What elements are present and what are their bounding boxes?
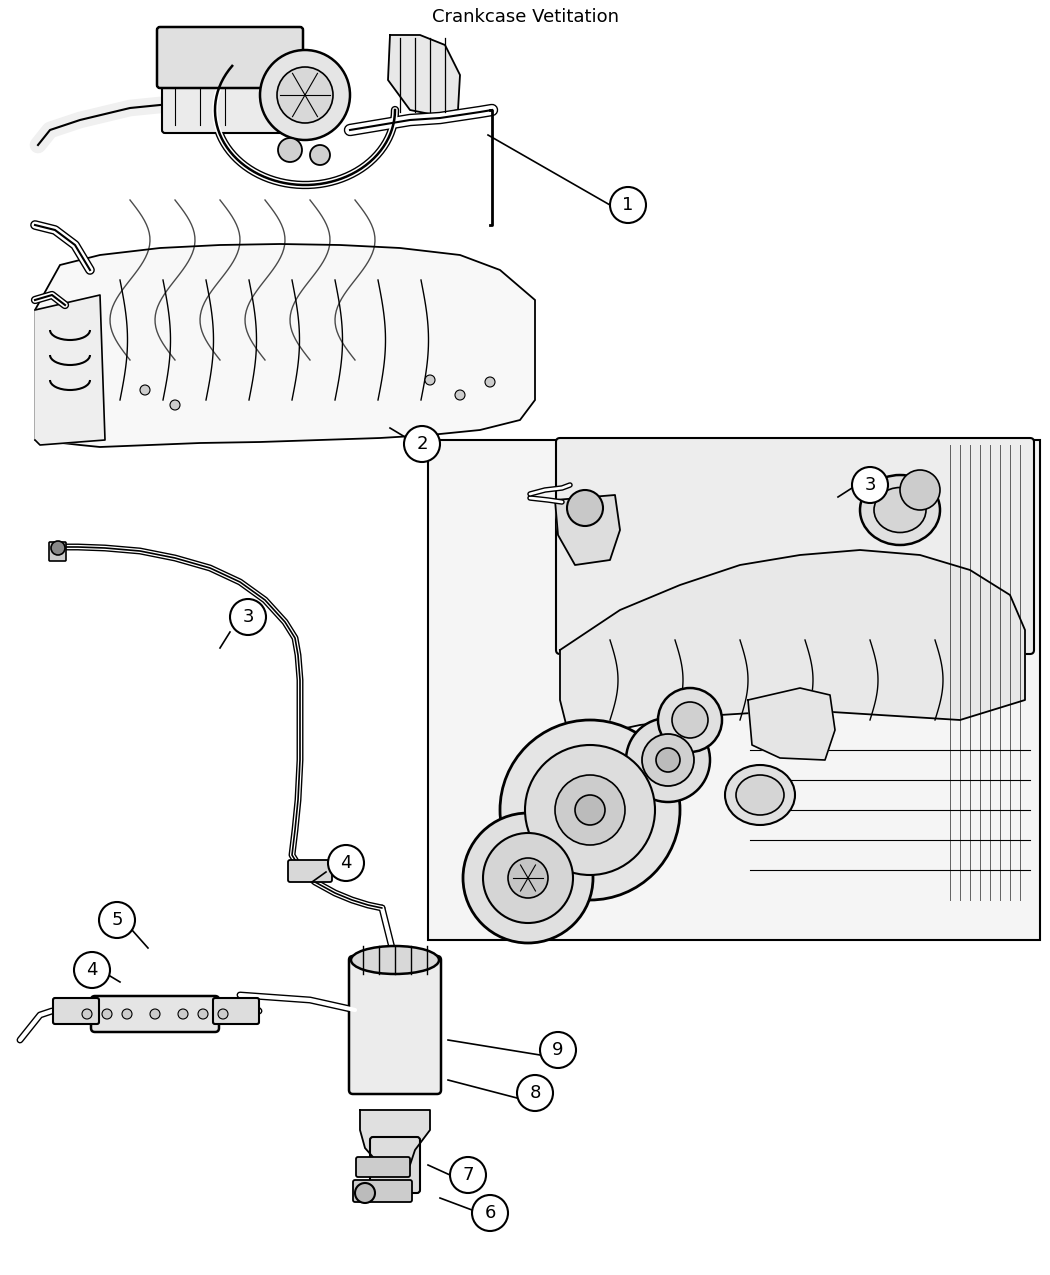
Circle shape	[278, 138, 302, 162]
Text: 4: 4	[340, 854, 352, 872]
Circle shape	[658, 688, 722, 752]
Circle shape	[74, 952, 110, 988]
Text: 8: 8	[529, 1084, 541, 1102]
Circle shape	[310, 145, 330, 164]
Polygon shape	[360, 1111, 430, 1165]
Ellipse shape	[736, 775, 784, 815]
Polygon shape	[35, 244, 536, 448]
Circle shape	[82, 1009, 92, 1019]
Circle shape	[328, 845, 364, 881]
Circle shape	[483, 833, 573, 923]
Circle shape	[656, 748, 680, 771]
Circle shape	[150, 1009, 160, 1019]
Circle shape	[140, 385, 150, 395]
Circle shape	[450, 1156, 486, 1193]
Circle shape	[277, 68, 333, 122]
Polygon shape	[35, 295, 105, 445]
FancyBboxPatch shape	[428, 440, 1040, 940]
Polygon shape	[748, 688, 835, 760]
Circle shape	[642, 734, 694, 785]
Circle shape	[230, 599, 266, 635]
Circle shape	[455, 390, 465, 400]
Circle shape	[260, 50, 350, 140]
Circle shape	[485, 377, 495, 388]
Text: 4: 4	[86, 961, 98, 979]
Text: 5: 5	[111, 912, 123, 929]
FancyBboxPatch shape	[49, 542, 66, 561]
Circle shape	[425, 375, 435, 385]
FancyBboxPatch shape	[162, 37, 298, 133]
Circle shape	[540, 1031, 576, 1068]
FancyBboxPatch shape	[370, 1137, 420, 1193]
FancyBboxPatch shape	[213, 998, 259, 1024]
Circle shape	[198, 1009, 208, 1019]
Text: Crankcase Vetitation: Crankcase Vetitation	[432, 8, 618, 26]
Circle shape	[508, 858, 548, 898]
Polygon shape	[555, 495, 620, 565]
Circle shape	[626, 718, 710, 802]
Ellipse shape	[724, 765, 795, 825]
Ellipse shape	[860, 476, 940, 544]
Circle shape	[355, 1183, 375, 1204]
FancyBboxPatch shape	[288, 861, 332, 882]
Circle shape	[900, 470, 940, 510]
Circle shape	[463, 813, 593, 944]
Ellipse shape	[351, 946, 439, 974]
Circle shape	[567, 490, 603, 527]
Circle shape	[852, 467, 888, 504]
FancyBboxPatch shape	[158, 27, 303, 88]
Text: 1: 1	[623, 196, 634, 214]
Text: 7: 7	[462, 1167, 474, 1184]
Circle shape	[610, 187, 646, 223]
Polygon shape	[560, 550, 1025, 740]
Circle shape	[575, 796, 605, 825]
Circle shape	[218, 1009, 228, 1019]
Circle shape	[122, 1009, 132, 1019]
Circle shape	[178, 1009, 188, 1019]
Text: 2: 2	[416, 435, 427, 453]
Circle shape	[472, 1195, 508, 1230]
Circle shape	[672, 703, 708, 738]
FancyBboxPatch shape	[353, 1179, 412, 1202]
FancyBboxPatch shape	[356, 1156, 410, 1177]
Text: 6: 6	[484, 1204, 496, 1221]
Text: 3: 3	[864, 476, 876, 493]
Ellipse shape	[874, 487, 926, 533]
Circle shape	[555, 775, 625, 845]
Text: 3: 3	[243, 608, 254, 626]
Circle shape	[404, 426, 440, 462]
FancyBboxPatch shape	[349, 956, 441, 1094]
Circle shape	[525, 745, 655, 875]
Circle shape	[51, 541, 65, 555]
Circle shape	[99, 901, 135, 938]
Circle shape	[517, 1075, 553, 1111]
Text: 9: 9	[552, 1040, 564, 1060]
FancyBboxPatch shape	[556, 439, 1034, 654]
Polygon shape	[388, 34, 460, 115]
FancyBboxPatch shape	[91, 996, 219, 1031]
FancyBboxPatch shape	[52, 998, 99, 1024]
Circle shape	[102, 1009, 112, 1019]
Circle shape	[500, 720, 680, 900]
Circle shape	[170, 400, 180, 411]
